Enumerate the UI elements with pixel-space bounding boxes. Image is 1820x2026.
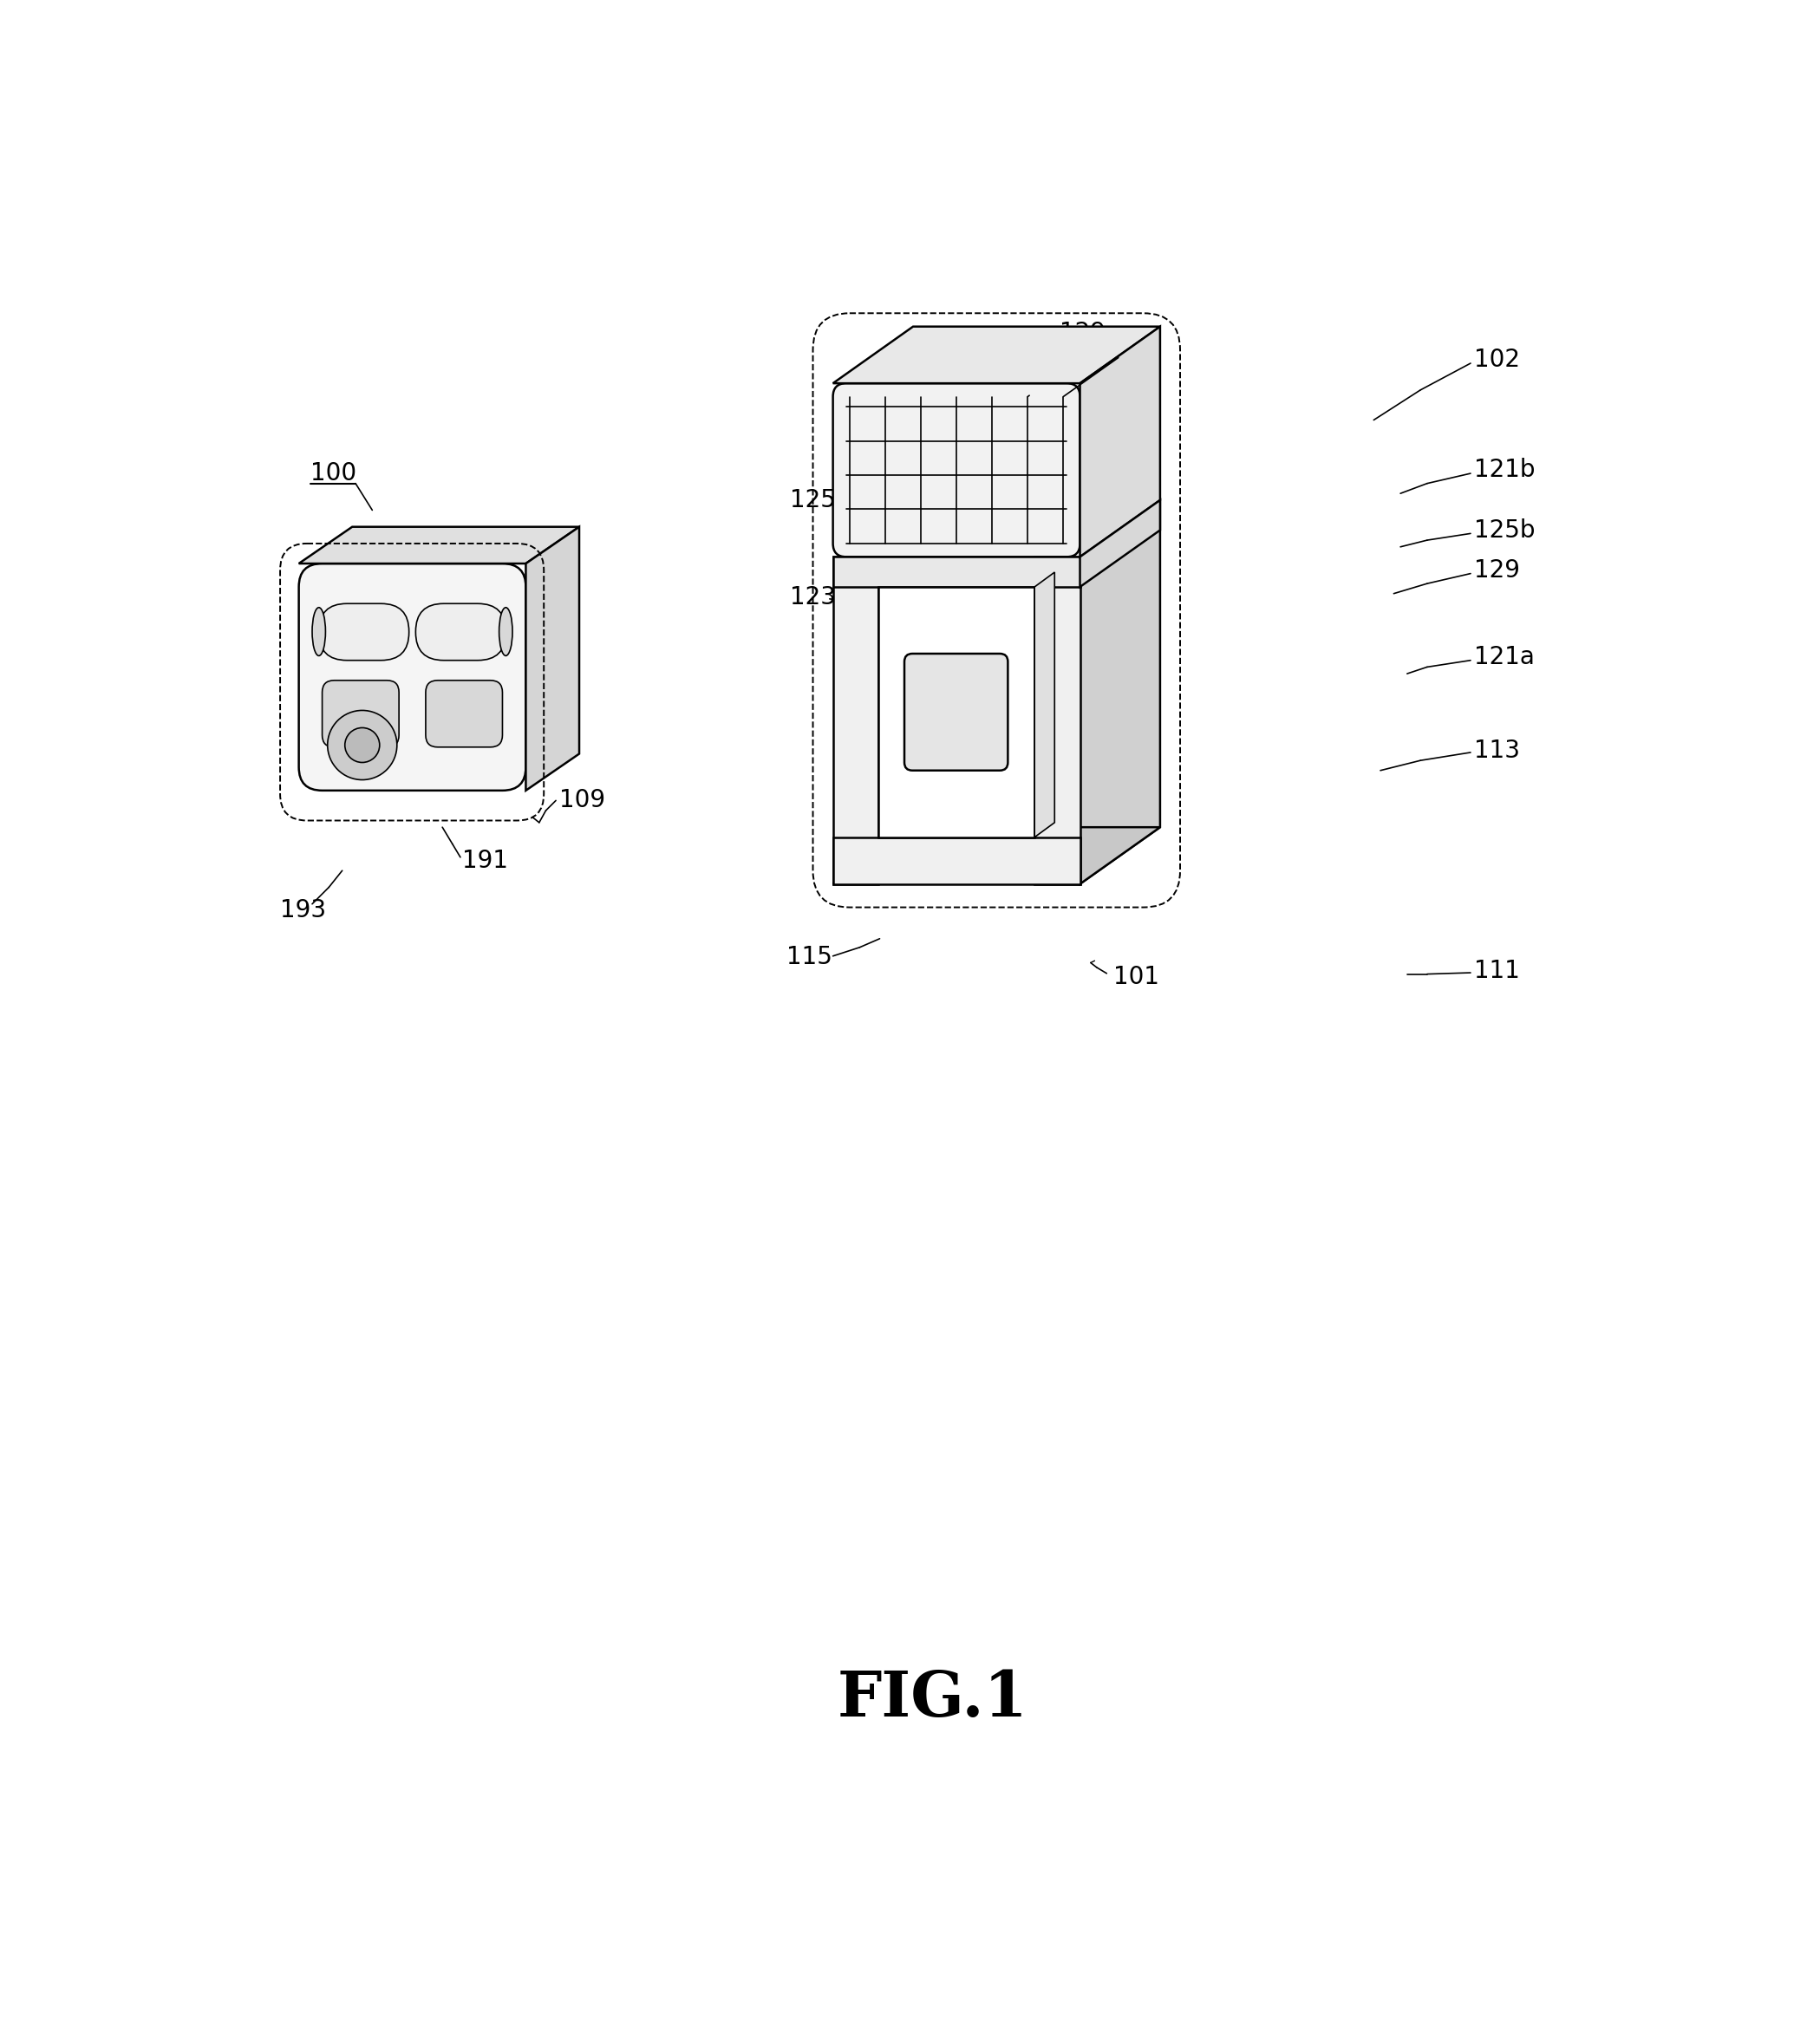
FancyBboxPatch shape: [322, 681, 399, 748]
Polygon shape: [834, 326, 1159, 383]
Bar: [834, 557, 1079, 588]
Text: 100: 100: [311, 462, 357, 486]
FancyBboxPatch shape: [905, 654, 1008, 770]
FancyBboxPatch shape: [318, 604, 410, 660]
Text: 111: 111: [1474, 958, 1520, 983]
Text: 101: 101: [1114, 964, 1159, 989]
Bar: [879, 588, 1034, 837]
Text: 125a: 125a: [790, 488, 850, 513]
Ellipse shape: [499, 608, 513, 656]
Text: 125b: 125b: [1474, 519, 1534, 543]
Text: 129: 129: [1059, 320, 1107, 344]
Polygon shape: [1079, 326, 1159, 557]
Polygon shape: [298, 527, 579, 563]
Bar: [834, 837, 1079, 883]
Bar: [1034, 557, 1079, 883]
Text: 121b: 121b: [1474, 458, 1534, 482]
Text: 102: 102: [1474, 348, 1520, 373]
Text: 109: 109: [559, 788, 606, 812]
Polygon shape: [526, 527, 579, 790]
Polygon shape: [1034, 571, 1054, 837]
Text: 115: 115: [786, 946, 832, 970]
Text: 193: 193: [280, 898, 326, 922]
Ellipse shape: [313, 608, 326, 656]
Polygon shape: [834, 827, 1159, 883]
FancyBboxPatch shape: [415, 604, 506, 660]
Circle shape: [344, 727, 380, 762]
FancyBboxPatch shape: [426, 681, 502, 748]
Polygon shape: [1079, 500, 1159, 588]
Text: FIG.1: FIG.1: [837, 1667, 1028, 1728]
Text: 123a: 123a: [906, 361, 966, 385]
Polygon shape: [1079, 500, 1159, 883]
FancyBboxPatch shape: [834, 383, 1079, 557]
Text: 191: 191: [462, 849, 508, 873]
Text: 113: 113: [1474, 737, 1520, 762]
Text: 123: 123: [790, 586, 835, 610]
FancyBboxPatch shape: [298, 563, 526, 790]
Text: 121a: 121a: [1474, 644, 1534, 669]
Bar: [834, 557, 879, 883]
Text: 129: 129: [1474, 557, 1520, 581]
Circle shape: [328, 711, 397, 780]
